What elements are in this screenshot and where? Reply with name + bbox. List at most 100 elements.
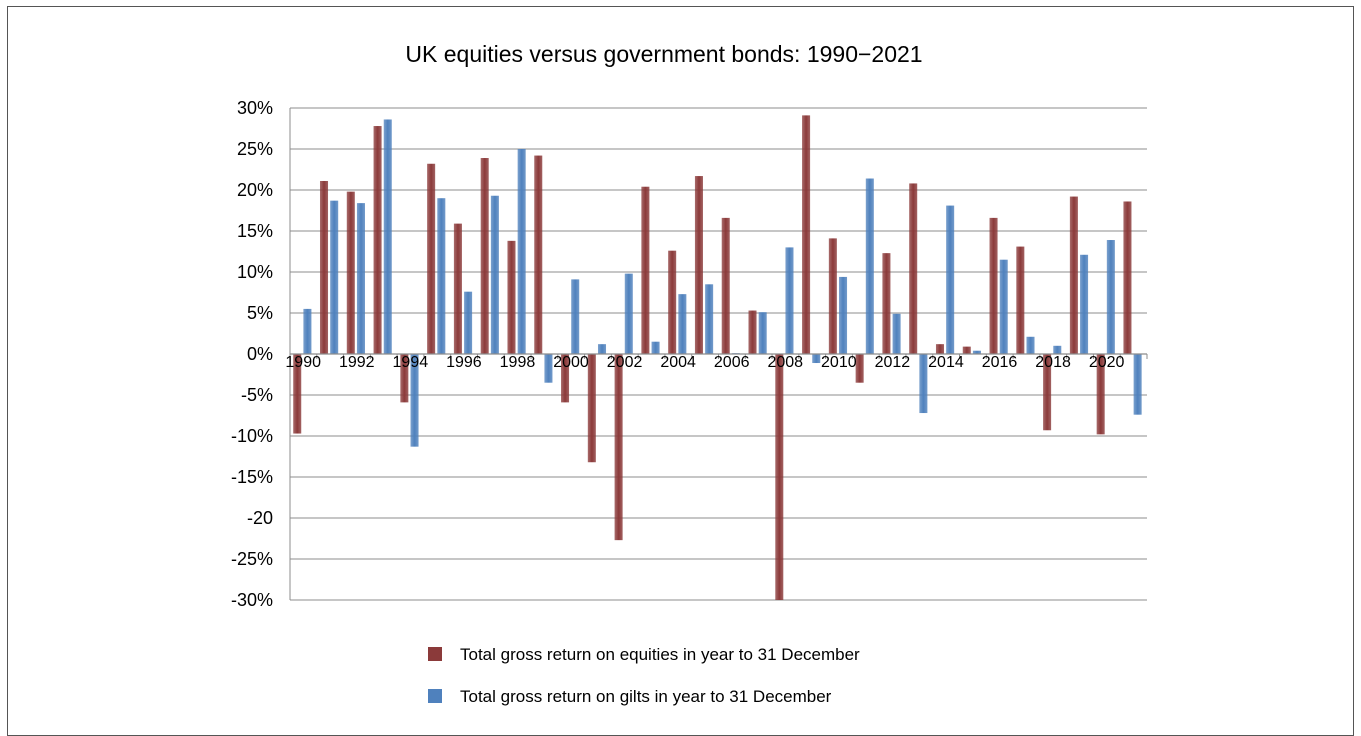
equities-bar: [989, 217, 998, 354]
equities-bar: [1016, 246, 1025, 354]
gilts-bar: [571, 279, 580, 354]
gilts-bar: [383, 119, 392, 354]
gilts-bar: [437, 198, 446, 354]
x-tick-label: 2010: [821, 354, 857, 371]
gilts-bar: [1106, 240, 1115, 354]
legend-label: Total gross return on gilts in year to 3…: [460, 687, 832, 706]
legend: Total gross return on equities in year t…: [428, 645, 860, 706]
equities-bar: [721, 217, 730, 354]
chart-frame: [7, 6, 1354, 736]
equities-bar: [400, 354, 409, 403]
x-tick-label: 2018: [1035, 354, 1071, 371]
y-tick-label: 30%: [237, 98, 273, 118]
x-tick-label: 2012: [875, 354, 911, 371]
y-tick-label: -30%: [231, 590, 273, 610]
equities-bar: [935, 344, 944, 354]
x-tick-label: 2014: [928, 354, 964, 371]
y-tick-label: 15%: [237, 221, 273, 241]
gilts-bar: [517, 149, 526, 354]
gilts-bar: [865, 178, 874, 354]
gilts-bar: [785, 247, 794, 354]
equities-bar: [1123, 201, 1132, 354]
y-tick-label: -20: [247, 508, 273, 528]
x-tick-label: 1996: [446, 354, 482, 371]
x-tick-label: 2016: [982, 354, 1018, 371]
y-tick-label: 25%: [237, 139, 273, 159]
equities-bar: [855, 354, 864, 383]
gilts-bar: [356, 203, 365, 354]
gilts-bar: [839, 276, 848, 354]
gilts-bar: [919, 354, 928, 414]
legend-swatch: [428, 647, 442, 661]
x-tick-label: 2004: [660, 354, 696, 371]
gilts-bar: [651, 341, 660, 354]
gilts-bar: [1053, 345, 1062, 354]
y-tick-label: -25%: [231, 549, 273, 569]
y-tick-label: -10%: [231, 426, 273, 446]
y-tick-label: 10%: [237, 262, 273, 282]
equities-bar: [427, 163, 436, 354]
gilts-bar: [1026, 336, 1035, 354]
y-tick-label: -15%: [231, 467, 273, 487]
gilts-bar: [705, 284, 714, 354]
equities-bar: [561, 354, 570, 403]
equities-bar: [802, 115, 811, 354]
equities-bar: [962, 346, 971, 354]
gilts-bar: [946, 205, 955, 354]
equities-bar: [1096, 354, 1105, 435]
x-tick-label: 1994: [393, 354, 429, 371]
gilts-bar: [1133, 354, 1142, 415]
x-tick-label: 2000: [553, 354, 589, 371]
x-tick-label: 1992: [339, 354, 375, 371]
equities-bar: [775, 354, 784, 600]
equities-bar: [1043, 354, 1052, 431]
gilts-bar: [597, 344, 607, 354]
gilts-bar: [330, 200, 339, 354]
equities-bar: [319, 180, 329, 354]
x-tick-label: 1990: [285, 354, 321, 371]
y-tick-label: 0%: [247, 344, 273, 364]
y-tick-label: -5%: [241, 385, 273, 405]
gilts-bar: [758, 312, 767, 354]
equities-bar: [346, 191, 355, 354]
equities-bar: [293, 354, 302, 434]
equities-bar: [373, 126, 382, 354]
legend-label: Total gross return on equities in year t…: [460, 645, 860, 664]
equities-bar: [882, 253, 891, 354]
equities-bar: [480, 158, 489, 354]
gilts-bar: [1080, 254, 1089, 354]
axes: 30% 25% 20% 15% 10% 5% 0% -5% -10% -15% -20 -25% -30…: [231, 98, 1148, 610]
gilts-bar: [624, 273, 633, 354]
equities-bar: [507, 240, 516, 354]
gilts-bar: [410, 354, 419, 447]
gilts-bar: [999, 259, 1008, 354]
gilts-bar: [303, 308, 312, 354]
x-tick-label: 2006: [714, 354, 750, 371]
equities-bar: [694, 176, 703, 354]
x-tick-label: 1998: [500, 354, 536, 371]
equities-bar: [1069, 196, 1078, 354]
x-tick-label: 2002: [607, 354, 643, 371]
equities-bar: [748, 310, 757, 354]
legend-swatch: [428, 689, 442, 703]
equities-bar: [534, 155, 543, 354]
gilts-bar: [464, 291, 473, 354]
equities-bar: [641, 186, 650, 354]
equities-bar: [587, 354, 596, 463]
chart-title: UK equities versus government bonds: 199…: [405, 41, 922, 67]
x-tick-label: 2020: [1089, 354, 1125, 371]
equities-bar: [909, 183, 918, 354]
equities-bar: [614, 354, 623, 541]
y-tick-label: 5%: [247, 303, 273, 323]
gilts-bar: [972, 350, 981, 354]
x-tick-label: 2008: [767, 354, 803, 371]
equities-bar: [453, 223, 462, 354]
gilts-bar: [490, 195, 499, 354]
gilts-bar: [892, 313, 901, 354]
gilts-bar: [678, 294, 687, 354]
gilts-bar: [812, 354, 821, 364]
equities-bar: [828, 238, 837, 354]
equities-bar: [668, 250, 677, 354]
bars: [293, 115, 1142, 600]
